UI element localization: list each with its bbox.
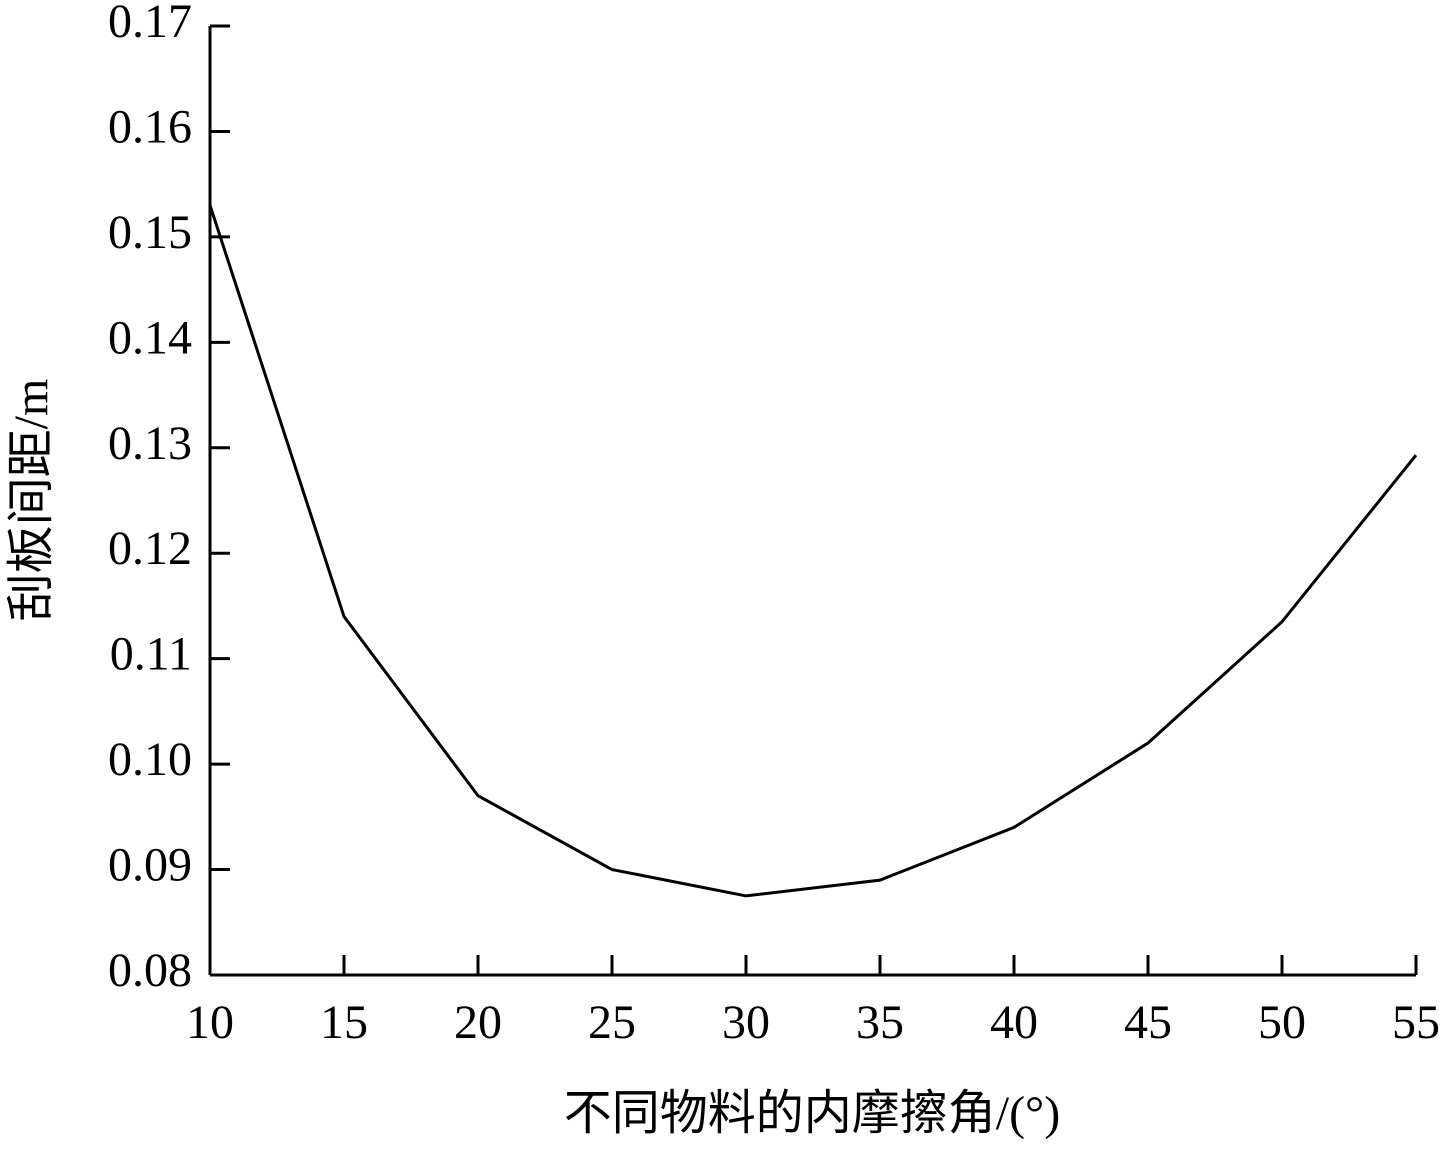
y-tick-label: 0.12 — [108, 522, 192, 575]
y-tick-label: 0.16 — [108, 100, 192, 153]
x-tick-label: 20 — [454, 996, 502, 1049]
y-tick-label: 0.13 — [108, 417, 192, 470]
y-tick-label: 0.14 — [108, 311, 192, 364]
x-tick-label: 10 — [186, 996, 234, 1049]
x-tick-label: 50 — [1258, 996, 1306, 1049]
x-tick-label: 35 — [856, 996, 904, 1049]
x-tick-label: 25 — [588, 996, 636, 1049]
y-tick-label: 0.10 — [108, 733, 192, 786]
x-axis-label: 不同物料的内摩擦角/(°) — [564, 1087, 1061, 1140]
y-tick-label: 0.11 — [110, 628, 192, 681]
y-tick-label: 0.17 — [108, 0, 192, 48]
y-tick-label: 0.08 — [108, 944, 192, 997]
x-tick-label: 40 — [990, 996, 1038, 1049]
x-tick-label: 30 — [722, 996, 770, 1049]
y-axis-label: 刮板间距/m — [5, 379, 58, 622]
data-line — [208, 204, 1418, 898]
x-tick-label: 15 — [320, 996, 368, 1049]
x-tick-label: 45 — [1124, 996, 1172, 1049]
x-tick-label: 55 — [1392, 996, 1440, 1049]
y-tick-label: 0.15 — [108, 206, 192, 259]
y-tick-label: 0.09 — [108, 839, 192, 892]
